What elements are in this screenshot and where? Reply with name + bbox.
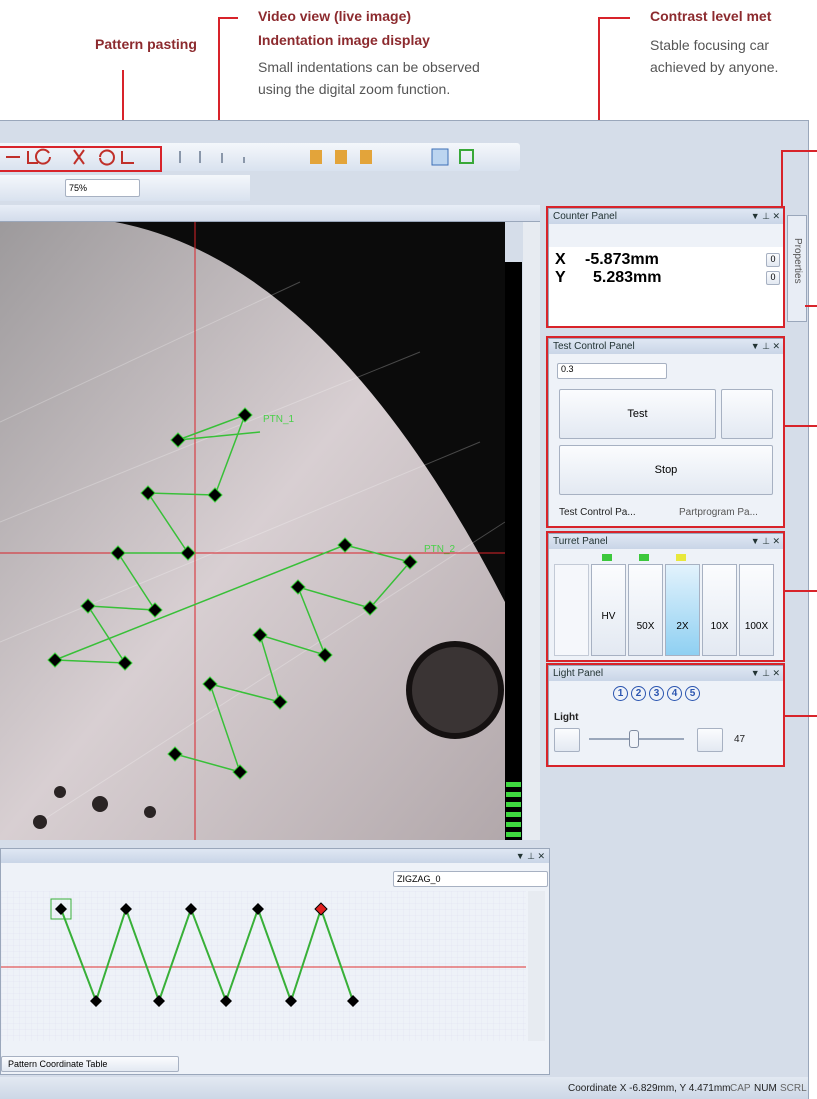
callout-line xyxy=(598,17,600,127)
callout-line xyxy=(122,70,124,147)
turret-panel: Turret Panel ▼ ⊥ ✕ HV 50X 2X 10X 100X xyxy=(548,533,785,662)
lens-button[interactable]: 10X xyxy=(702,564,737,656)
callout-line xyxy=(783,425,817,427)
light-label: Light xyxy=(554,712,579,723)
callout-line xyxy=(218,17,238,19)
counter-panel: Counter Panel ▼ ⊥ ✕ X -5.873mm Y 5.283mm … xyxy=(548,208,785,328)
status-coordinate: Coordinate X -6.829mm, Y 4.471mm xyxy=(568,1083,731,1094)
panel-tab[interactable]: Partprogram Pa... xyxy=(679,507,758,518)
highlight-box xyxy=(546,531,785,662)
status-scrl: SCRL xyxy=(780,1083,807,1094)
stop-button[interactable]: Stop xyxy=(559,445,773,495)
lens-indicator xyxy=(676,554,686,561)
pattern-preview xyxy=(1,891,545,1041)
panel-title: Turret Panel ▼ ⊥ ✕ xyxy=(549,534,784,549)
pattern-label: PTN_2 xyxy=(424,544,456,555)
annotation-title: Indentation image display xyxy=(258,32,430,48)
counter-display: X -5.873mm Y 5.283mm 0 0 xyxy=(549,247,784,327)
lens-label: 10X xyxy=(710,621,729,632)
toolbar: 75% xyxy=(0,175,250,201)
callout-line xyxy=(781,150,783,208)
zoom-dropdown[interactable]: 75% xyxy=(65,179,140,197)
pattern-panel: ▼ ⊥ ✕ ZIGZAG_0 Pattern Coordinate Table xyxy=(0,848,550,1075)
callout-line xyxy=(598,17,630,19)
highlight-box xyxy=(546,663,785,767)
status-bar: Coordinate X -6.829mm, Y 4.471mm CAP NUM… xyxy=(0,1077,808,1099)
annotation-title: Video view (live image) xyxy=(258,8,412,24)
highlight-box xyxy=(0,146,162,172)
axis-label: Y xyxy=(555,269,566,286)
highlight-box xyxy=(546,336,785,528)
annotation-text: achieved by anyone. xyxy=(650,59,779,75)
lens-label: 50X xyxy=(636,621,655,632)
turret-slot[interactable] xyxy=(554,564,589,656)
lens-label: 100X xyxy=(744,621,769,632)
lens-button[interactable]: 2X xyxy=(665,564,700,656)
light-preset[interactable]: 4 xyxy=(667,686,682,701)
annotation-text: using the digital zoom function. xyxy=(258,81,451,97)
lens-indicator xyxy=(639,554,649,561)
axis-label: X xyxy=(555,251,566,268)
test-control-panel: Test Control Panel ▼ ⊥ ✕ 0.3 Test Stop Te… xyxy=(548,338,785,528)
pattern-dropdown[interactable]: ZIGZAG_0 xyxy=(393,871,548,887)
pattern-label: PTN_1 xyxy=(263,414,295,425)
counter-value: 5.283mm xyxy=(593,269,662,286)
lens-indicator xyxy=(602,554,612,561)
lens-button[interactable]: HV xyxy=(591,564,626,656)
view-header xyxy=(0,205,540,222)
callout-line xyxy=(805,305,817,307)
highlight-box xyxy=(546,206,785,328)
reset-button[interactable]: 0 xyxy=(766,253,780,267)
counter-value: -5.873mm xyxy=(585,251,659,268)
panel-title: Counter Panel ▼ ⊥ ✕ xyxy=(549,209,784,224)
panel-title-text: Test Control Panel xyxy=(553,341,635,352)
callout-line xyxy=(783,590,817,592)
status-num: NUM xyxy=(754,1083,777,1094)
reset-button[interactable]: 0 xyxy=(766,271,780,285)
light-up[interactable] xyxy=(697,728,723,752)
test-button[interactable]: Test xyxy=(559,389,716,439)
light-down[interactable] xyxy=(554,728,580,752)
annotation-text: Small indentations can be observed xyxy=(258,59,480,75)
light-preset[interactable]: 2 xyxy=(631,686,646,701)
panel-title-text: Counter Panel xyxy=(553,211,617,222)
annotation-text: Stable focusing car xyxy=(650,37,770,53)
light-preset[interactable]: 1 xyxy=(613,686,628,701)
callout-line xyxy=(783,150,817,152)
pattern-tab[interactable]: Pattern Coordinate Table xyxy=(1,1056,179,1072)
toolbar-icons xyxy=(6,148,474,166)
properties-tab[interactable]: Properties xyxy=(787,215,807,322)
live-image: PTN_1 PTN_2 xyxy=(0,222,540,840)
load-dropdown[interactable]: 0.3 xyxy=(557,363,667,379)
lens-label: HV xyxy=(601,611,616,622)
tab-label: Properties xyxy=(792,238,803,284)
light-preset[interactable]: 5 xyxy=(685,686,700,701)
annotation-title: Contrast level met xyxy=(650,8,772,24)
panel-tab[interactable]: Test Control Pa... xyxy=(559,507,636,518)
light-value: 47 xyxy=(734,734,746,745)
panel-title: Light Panel ▼ ⊥ ✕ xyxy=(549,666,784,681)
panel-title: ▼ ⊥ ✕ xyxy=(1,849,549,863)
panel-title-text: Turret Panel xyxy=(553,536,608,547)
panel-title: Test Control Panel ▼ ⊥ ✕ xyxy=(549,339,784,354)
callout-line xyxy=(783,715,817,717)
lens-button[interactable]: 100X xyxy=(739,564,774,656)
panel-title-text: Light Panel xyxy=(553,668,604,679)
light-preset[interactable]: 3 xyxy=(649,686,664,701)
annotation-title: Pattern pasting xyxy=(95,36,197,52)
lens-button[interactable]: 50X xyxy=(628,564,663,656)
lens-label: 2X xyxy=(676,621,689,632)
status-cap: CAP xyxy=(730,1083,751,1094)
slider-thumb[interactable] xyxy=(629,730,639,748)
focus-button[interactable] xyxy=(721,389,773,439)
